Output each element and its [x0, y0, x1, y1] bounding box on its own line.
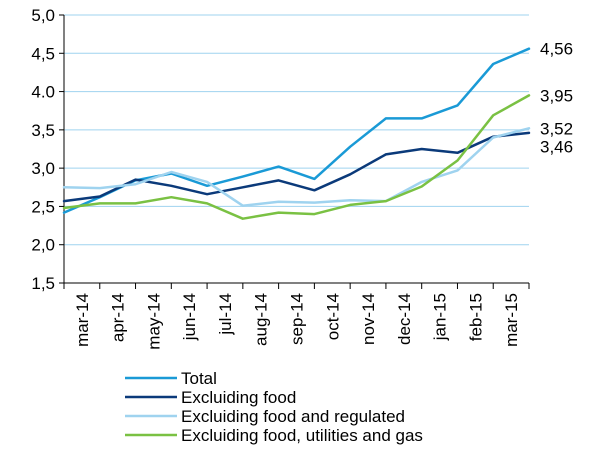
- x-tick-label: apr-14: [109, 293, 128, 342]
- y-tick-labels: 5,0 4,5 4.0 3,5 3,0 2,5 2,0 1,5: [31, 6, 55, 293]
- x-tick-label: jan-15: [431, 293, 450, 341]
- x-tick-label: dec-14: [395, 293, 414, 345]
- x-tick-label: feb-15: [466, 293, 485, 341]
- legend-label: Excluiding food and regulated: [181, 407, 405, 426]
- y-tick-label: 2,5: [31, 197, 55, 216]
- series-line: [62, 47, 531, 214]
- end-value-label: 4,56: [540, 40, 573, 59]
- x-tick-label: aug-14: [252, 293, 271, 346]
- series-line: [62, 94, 531, 220]
- y-tick-label: 4,5: [31, 44, 55, 63]
- legend-label: Total: [181, 369, 217, 388]
- y-tick-label: 4.0: [31, 83, 55, 102]
- axes: [59, 14, 530, 289]
- series-lines: [62, 47, 531, 220]
- x-tick-label: nov-14: [359, 293, 378, 345]
- legend-label: Excluiding food: [181, 388, 296, 407]
- end-value-label: 3,52: [540, 119, 573, 138]
- x-tick-label: sep-14: [288, 293, 307, 345]
- x-tick-label: jun-14: [180, 293, 199, 341]
- x-tick-label: mar-14: [73, 293, 92, 347]
- series-line: [62, 131, 531, 203]
- end-value-label: 3,46: [540, 137, 573, 156]
- y-tick-label: 2,0: [31, 236, 55, 255]
- legend-label: Excluiding food, utilities and gas: [181, 426, 423, 445]
- x-tick-labels: mar-14 apr-14 may-14 jun-14 jul-14 aug-14 sep-…: [73, 293, 521, 350]
- x-tick-label: may-14: [144, 293, 163, 350]
- y-tick-label: 3,5: [31, 121, 55, 140]
- y-tick-label: 1,5: [31, 274, 55, 293]
- x-tick-label: jul-14: [216, 293, 235, 336]
- end-value-label: 3,95: [540, 86, 573, 105]
- gridlines: [64, 14, 529, 246]
- x-tick-label: mar-15: [502, 293, 521, 347]
- series-line: [62, 127, 531, 207]
- y-tick-label: 5,0: [31, 6, 55, 25]
- x-tick-label: oct-14: [323, 293, 342, 340]
- y-tick-label: 3,0: [31, 159, 55, 178]
- end-value-labels: 4,56 3,95 3,523,46: [540, 40, 573, 157]
